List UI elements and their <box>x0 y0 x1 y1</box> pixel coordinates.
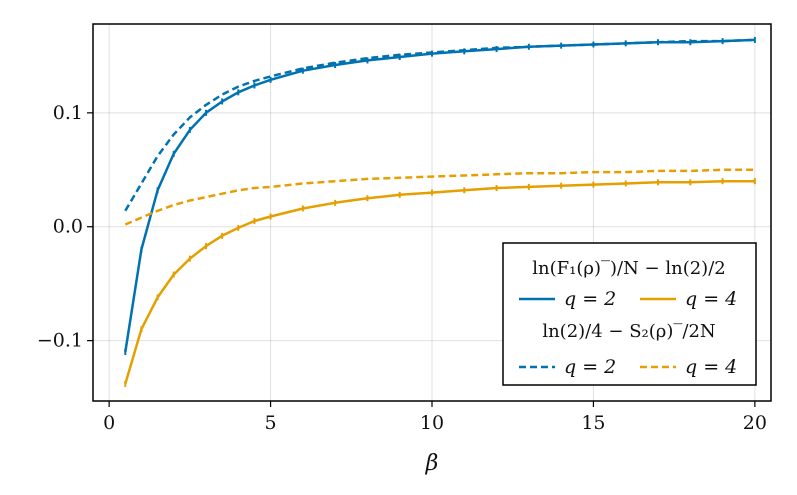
series-line-q2-dashed <box>124 38 755 212</box>
x-axis-label: β <box>425 451 439 476</box>
legend-box <box>502 242 757 386</box>
legend-title-1: ln(F₁(ρ)‾)/N − ln(2)/2 <box>532 258 725 279</box>
x-tick-label: 20 <box>743 412 767 434</box>
x-tick-label: 5 <box>265 412 277 434</box>
legend-label-q2-solid: q = 2 <box>564 288 616 310</box>
series-layer <box>124 36 756 387</box>
x-tick-label: 0 <box>103 412 115 434</box>
x-tick-label: 10 <box>420 412 444 434</box>
legend-label-q4-solid: q = 4 <box>685 288 737 310</box>
tick-labels: 0 5 10 15 20 −0.1 0.0 0.1 <box>37 102 767 434</box>
x-tick-label: 15 <box>581 412 605 434</box>
axis-ticks <box>87 112 756 407</box>
y-tick-label: −0.1 <box>37 330 83 352</box>
legend: ln(F₁(ρ)‾)/N − ln(2)/2 q = 2 q = 4 ln(2)… <box>502 242 757 386</box>
y-tick-label: 0.0 <box>53 216 83 238</box>
legend-label-q2-dashed: q = 2 <box>564 356 616 378</box>
series-line-q4-dashed <box>124 168 755 226</box>
legend-title-2: ln(2)/4 − S₂(ρ)‾/2N <box>542 321 715 342</box>
legend-label-q4-dashed: q = 4 <box>685 356 737 378</box>
grid-lines <box>93 24 771 401</box>
y-tick-label: 0.1 <box>53 102 83 124</box>
